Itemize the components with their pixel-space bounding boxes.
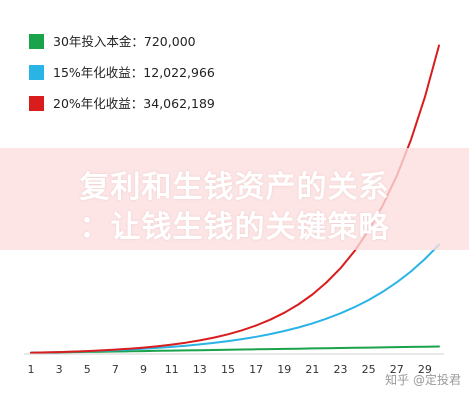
x-tick-label-0: 1 [28,363,35,376]
x-tick-label-9: 19 [277,363,291,376]
x-tick-label-4: 9 [140,363,147,376]
x-tick-label-13: 27 [390,363,404,376]
x-tick-label-14: 29 [418,363,432,376]
x-tick-label-7: 15 [221,363,235,376]
legend-label-1: 15%年化收益：12,022,966 [53,65,215,80]
x-tick-label-10: 21 [305,363,319,376]
series-line-1 [30,243,440,354]
legend-swatch-1 [29,65,44,80]
legend-label-0: 30年投入本金：720,000 [53,34,196,49]
legend-label-2: 20%年化收益：34,062,189 [53,96,215,111]
title-banner: 复利和生钱资产的关系 ：让钱生钱的关键策略 [0,148,469,250]
x-tick-label-1: 3 [56,363,63,376]
x-tick-label-2: 5 [84,363,91,376]
x-tick-label-5: 11 [165,363,179,376]
x-tick-label-3: 7 [112,363,119,376]
x-tick-label-8: 17 [249,363,263,376]
watermark: 知乎 @定投君 [385,373,461,387]
legend-swatch-2 [29,96,44,111]
banner-line-2: ：让钱生钱的关键策略 [79,210,390,245]
banner-line-1: 复利和生钱资产的关系 [79,170,390,205]
chart-legend: 30年投入本金：720,000 15%年化收益：12,022,966 20%年化收益… [29,34,215,111]
x-tick-label-12: 25 [362,363,376,376]
x-tick-label-11: 23 [334,363,348,376]
legend-swatch-0 [29,34,44,49]
x-tick-label-6: 13 [193,363,207,376]
x-axis: 1 3 5 7 9 11 13 15 17 19 21 23 25 27 29 [24,353,444,376]
